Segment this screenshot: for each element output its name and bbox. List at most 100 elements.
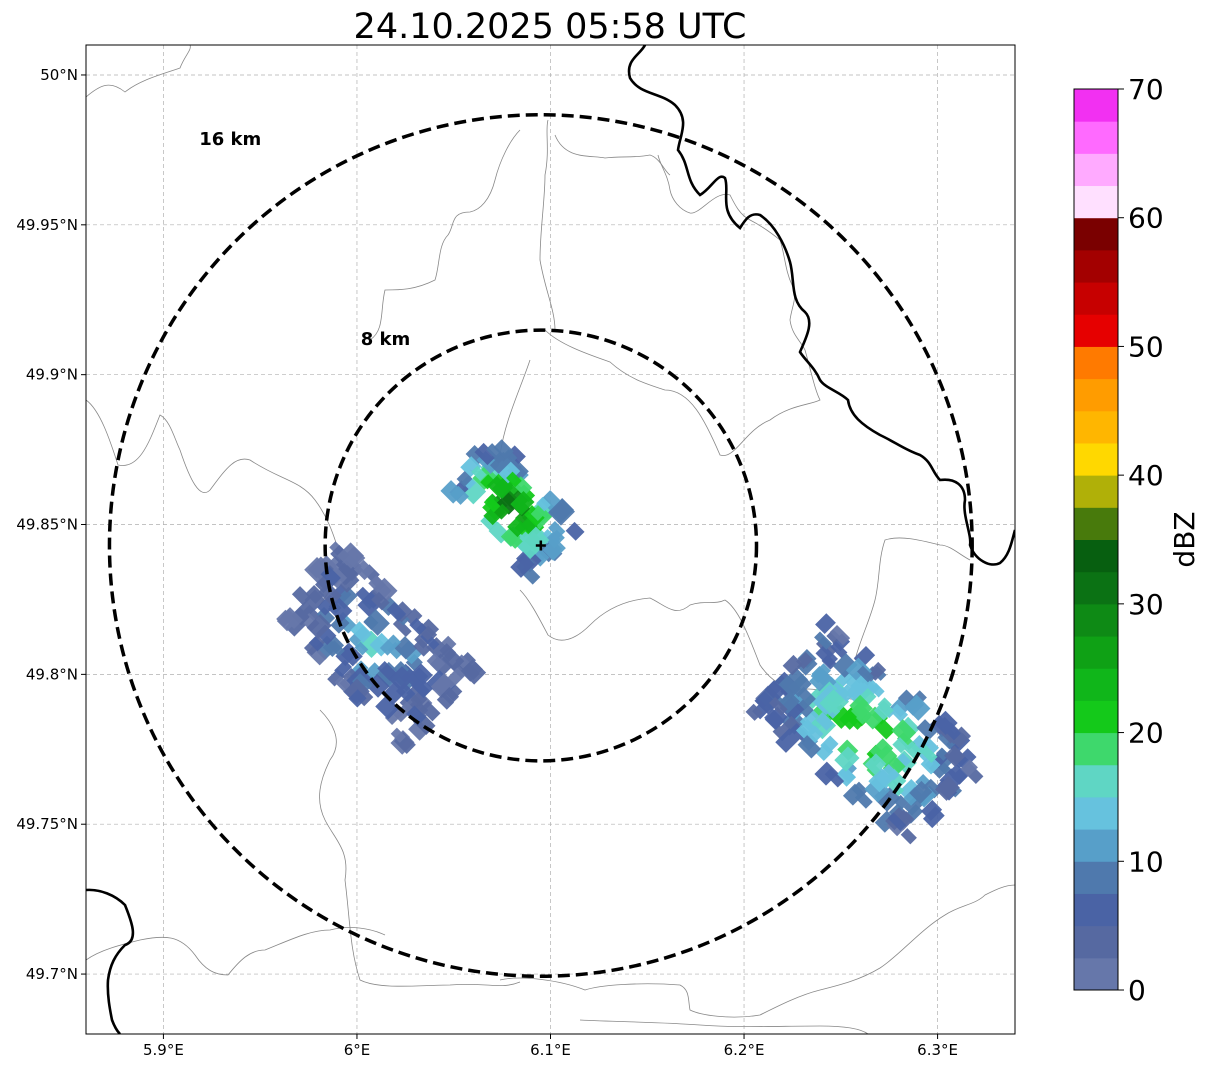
radar-echo-pixel bbox=[775, 728, 800, 753]
radar-echo-pixel bbox=[308, 636, 324, 652]
colorbar-bin bbox=[1074, 732, 1118, 766]
radar-echo-pixel bbox=[483, 495, 501, 513]
radar-echo-pixel bbox=[874, 763, 900, 789]
national-border bbox=[627, 45, 1015, 566]
radar-echo-pixel bbox=[306, 614, 332, 640]
colorbar-bin bbox=[1074, 442, 1118, 476]
national-borders bbox=[86, 45, 1015, 1034]
radar-echo-pixel bbox=[369, 632, 394, 657]
radar-echo-pixel bbox=[536, 496, 551, 512]
x-tick-label: 5.9°E bbox=[143, 1041, 184, 1059]
radar-echo-pixel bbox=[303, 604, 320, 622]
y-tick-label: 50°N bbox=[40, 66, 78, 84]
colorbar-bin bbox=[1074, 249, 1118, 283]
radar-echo-pixel bbox=[440, 480, 464, 504]
radar-echo-pixel bbox=[291, 607, 310, 626]
radar-echo-pixel bbox=[507, 517, 528, 538]
national-border bbox=[86, 888, 135, 1034]
radar-echo-pixel bbox=[441, 687, 460, 705]
y-tick-label: 49.8°N bbox=[26, 665, 78, 683]
radar-echo-pixel bbox=[390, 727, 406, 743]
radar-echo-pixel bbox=[339, 572, 360, 593]
axis-ticks: 5.9°E 6°E 6.1°E 6.2°E 6.3°E 50°N 49.95°N 49.9°N… bbox=[16, 66, 958, 1059]
colorbar-bin bbox=[1074, 571, 1118, 605]
radar-echo-pixel bbox=[405, 705, 427, 726]
radar-echo-pixel bbox=[745, 703, 763, 721]
radar-echo-pixel bbox=[355, 586, 375, 606]
radar-echo-pixel bbox=[830, 641, 848, 659]
colorbar-bin bbox=[1074, 539, 1118, 573]
y-tick-label: 49.75°N bbox=[16, 815, 78, 833]
radar-echo-pixel bbox=[516, 535, 541, 559]
radar-echo-pixel bbox=[922, 806, 945, 829]
radar-echo-pixel bbox=[814, 761, 839, 786]
colorbar-tick-label: 30 bbox=[1128, 588, 1164, 621]
radar-echo-pixel bbox=[934, 776, 960, 801]
admin-boundary bbox=[554, 134, 671, 176]
radar-echo-pixel bbox=[782, 654, 804, 676]
radar-echo-pixel bbox=[893, 794, 909, 810]
colorbar-frame bbox=[1073, 88, 1119, 991]
radar-echo-pixel bbox=[769, 696, 788, 716]
radar-echo-pixel bbox=[842, 783, 865, 806]
map-area: 8 km 16 km bbox=[86, 45, 1015, 1034]
radar-echo-pixel bbox=[857, 665, 874, 683]
radar-echo-pixel bbox=[960, 759, 978, 777]
colorbar-bin bbox=[1074, 925, 1118, 959]
radar-echo-pixel bbox=[386, 602, 407, 622]
map-title: 24.10.2025 05:58 UTC bbox=[354, 7, 747, 47]
radar-echo-pixel bbox=[764, 680, 786, 702]
radar-echo-pixel bbox=[388, 666, 415, 692]
radar-echo-pixel bbox=[487, 475, 510, 499]
radar-echo-pixel bbox=[795, 699, 814, 718]
radar-echo-pixel bbox=[887, 812, 907, 831]
colorbar-tick-label: 0 bbox=[1128, 974, 1146, 1007]
radar-echo-pixel bbox=[943, 745, 966, 767]
colorbar-bin bbox=[1074, 764, 1118, 798]
radar-echo-pixel bbox=[354, 641, 369, 656]
radar-echo-pixel bbox=[922, 778, 943, 799]
radar-echo-pixel bbox=[916, 719, 938, 741]
range-ring-label: 8 km bbox=[361, 329, 411, 350]
admin-boundary bbox=[499, 977, 821, 1018]
range-rings: 8 km 16 km bbox=[107, 112, 974, 978]
colorbar: 0 10 20 30 40 50 60 70 dBZ bbox=[1073, 73, 1201, 1007]
y-tick-label: 49.85°N bbox=[16, 516, 78, 534]
y-tick-label: 49.9°N bbox=[26, 366, 78, 384]
admin-boundary bbox=[519, 589, 726, 641]
radar-echo-pixel bbox=[933, 710, 958, 736]
admin-boundary bbox=[319, 709, 521, 987]
radar-echo-pixel bbox=[530, 507, 545, 521]
radar-echo-pixel bbox=[565, 521, 585, 541]
radar-echoes bbox=[276, 439, 984, 845]
radar-echo-pixel bbox=[829, 624, 851, 646]
radar-echo-pixel bbox=[918, 744, 938, 763]
radar-echo-pixel bbox=[408, 719, 430, 741]
radar-echo-pixel bbox=[522, 526, 550, 555]
radar-echo-pixel bbox=[305, 584, 325, 604]
y-tick-label: 49.7°N bbox=[26, 965, 78, 983]
admin-boundary bbox=[86, 45, 191, 98]
radar-echo-pixel bbox=[328, 640, 345, 657]
radar-echo-pixel bbox=[426, 653, 446, 672]
radar-echo-pixel bbox=[409, 617, 427, 636]
radar-echo-pixel bbox=[318, 582, 342, 606]
radar-echo-pixel bbox=[510, 490, 535, 516]
radar-echo-pixel bbox=[276, 609, 294, 627]
admin-boundary bbox=[854, 537, 971, 661]
colorbar-bin bbox=[1074, 314, 1118, 347]
colorbar-bin bbox=[1074, 893, 1118, 927]
radar-echo-pixel bbox=[819, 689, 845, 714]
radar-echo-pixel bbox=[375, 695, 400, 720]
admin-boundary bbox=[819, 884, 1015, 991]
radar-echo-pixel bbox=[363, 609, 390, 636]
range-ring bbox=[107, 112, 974, 978]
radar-echo-pixel bbox=[838, 684, 856, 702]
radar-echo-pixel bbox=[378, 595, 399, 617]
radar-echo-pixel bbox=[462, 662, 480, 681]
colorbar-bin bbox=[1074, 636, 1118, 669]
radar-echo-pixel bbox=[474, 442, 497, 466]
colorbar-tick-label: 60 bbox=[1128, 202, 1164, 235]
radar-echo-pixel bbox=[892, 737, 909, 754]
